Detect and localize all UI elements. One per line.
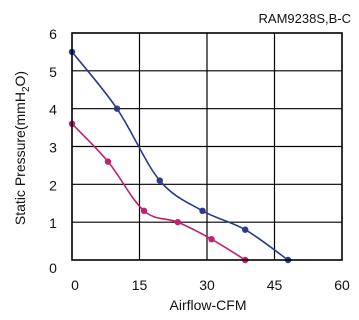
x-tick-label: 45 — [267, 277, 283, 293]
grid — [72, 33, 342, 260]
y-tick-label: 6 — [49, 26, 57, 42]
y-tick-label: 3 — [49, 140, 57, 156]
data-point — [208, 235, 215, 243]
chart-title: RAM9238S,B-C — [259, 11, 351, 26]
series-line-1 — [71, 51, 289, 261]
data-point — [113, 105, 121, 112]
x-tick-label: 0 — [71, 277, 79, 293]
plot-frame — [71, 32, 343, 261]
x-axis-label: Airflow-CFM — [170, 297, 247, 313]
y-tick-label: 0 — [49, 260, 57, 276]
y-tick-label: 5 — [49, 64, 57, 80]
y-axis-label-sub: 2 — [21, 86, 32, 92]
x-tick-label: 15 — [132, 277, 148, 293]
x-tick-label: 30 — [199, 277, 215, 293]
y-axis-label-tail: O) — [12, 71, 28, 87]
x-axis-ticks: 0 15 30 45 60 — [71, 277, 350, 293]
series-layer — [68, 48, 292, 264]
y-tick-label: 4 — [49, 102, 57, 118]
data-point — [199, 207, 206, 215]
data-point — [140, 207, 148, 215]
y-axis-label-main: Static Pressure(mmH — [12, 92, 28, 225]
data-point — [174, 218, 181, 226]
data-point — [156, 177, 163, 184]
y-axis-label: Static Pressure(mmH2O) — [12, 71, 32, 225]
series-line-2 — [71, 123, 246, 261]
x-tick-label: 60 — [334, 277, 350, 293]
y-tick-label: 1 — [49, 215, 57, 231]
data-point — [104, 158, 112, 165]
y-axis-ticks: 0 1 2 3 4 5 6 — [49, 26, 57, 276]
data-point — [242, 226, 249, 233]
y-tick-label: 2 — [49, 177, 57, 193]
